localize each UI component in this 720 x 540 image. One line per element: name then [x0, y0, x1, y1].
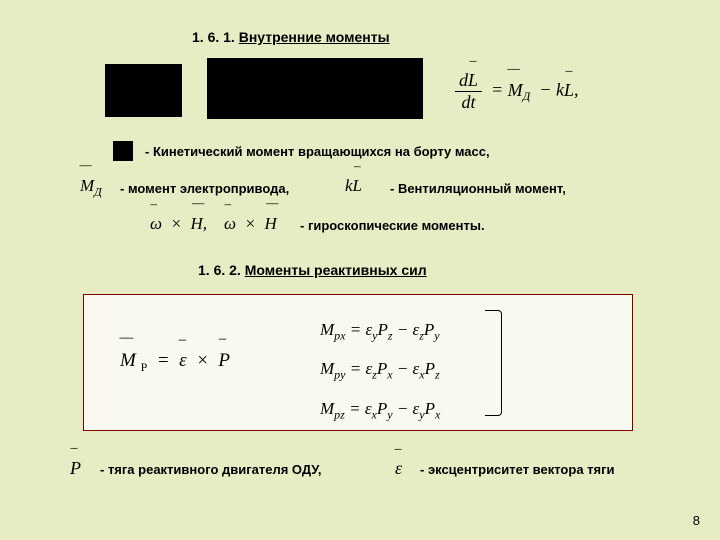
heading-2: 1. 6. 2. Моменты реактивных сил [198, 262, 427, 278]
blackbox-small [113, 141, 133, 161]
right-eq2: Mpy = εzPx − εxPz [320, 352, 440, 391]
p-symbol: P‾ [70, 458, 81, 479]
page-number: 8 [693, 513, 700, 528]
eq-top: dL‾ dt = M‾‾Д − kL‾, [455, 70, 578, 113]
left-eq: M‾‾ P = ε‾ × P‾ [120, 350, 230, 375]
gyro-symbols: ω‾ × H‾‾, ω‾ × H‾‾ [150, 214, 277, 234]
kinetic-label: - Кинетический момент вращающихся на бор… [145, 144, 490, 159]
right-eq1: Mpx = εyPz − εzPy [320, 313, 440, 352]
heading-1-text: Внутренние моменты [239, 29, 390, 45]
vent-label: - Вентиляционный момент, [390, 181, 566, 196]
kl-symbol: kL‾ [345, 176, 362, 196]
eps-symbol: ε‾ [395, 458, 402, 479]
gyro-label: - гироскопические моменты. [300, 218, 485, 233]
right-eq3: Mpz = εxPy − εyPx [320, 392, 440, 431]
p-label: - тяга реактивного двигателя ОДУ, [100, 462, 322, 477]
md-label: - момент электропривода, [120, 181, 289, 196]
right-eq-system: Mpx = εyPz − εzPy Mpy = εzPx − εxPz Mpz … [320, 313, 440, 431]
system-bracket [485, 310, 502, 416]
blackbox-2 [207, 58, 423, 119]
heading-2-prefix: 1. 6. 2. [198, 262, 245, 278]
blackbox-1 [105, 64, 182, 117]
heading-1-prefix: 1. 6. 1. [192, 29, 239, 45]
heading-1: 1. 6. 1. Внутренние моменты [192, 29, 390, 45]
heading-2-text: Моменты реактивных сил [245, 262, 427, 278]
md-symbol: M‾‾Д [80, 176, 102, 199]
eps-label: - эксцентриситет вектора тяги [420, 462, 615, 477]
